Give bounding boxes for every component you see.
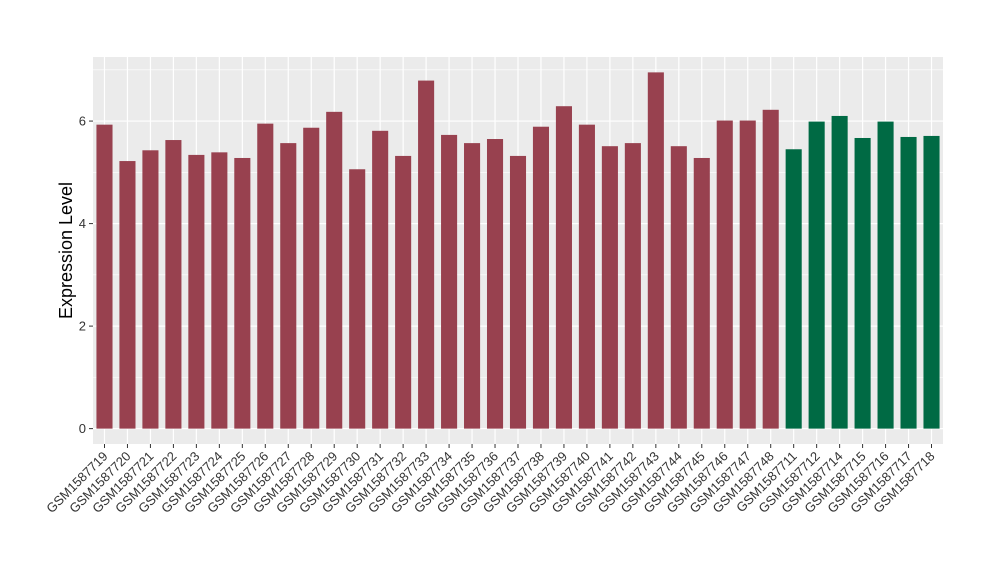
bar-GSM1587714 — [831, 115, 848, 429]
bar-GSM1587720 — [119, 161, 136, 429]
bar-GSM1587712 — [808, 121, 825, 429]
bar-GSM1587743 — [647, 72, 664, 429]
bar-GSM1587730 — [349, 169, 366, 429]
bar-GSM1587719 — [96, 124, 113, 429]
bar-GSM1587728 — [303, 127, 320, 429]
bar-GSM1587746 — [716, 120, 733, 429]
bar-GSM1587734 — [441, 134, 458, 429]
y-tick-label: 2 — [79, 319, 86, 334]
bar-GSM1587733 — [418, 80, 435, 429]
bar-GSM1587722 — [165, 140, 182, 429]
bar-GSM1587735 — [464, 143, 481, 429]
bar-GSM1587742 — [624, 143, 641, 429]
bar-GSM1587748 — [762, 109, 779, 429]
bar-GSM1587731 — [372, 130, 389, 429]
bar-GSM1587729 — [326, 111, 343, 429]
bar-GSM1587740 — [578, 124, 595, 429]
bars — [96, 72, 940, 429]
y-axis-title: Expression Level — [56, 182, 76, 319]
bar-GSM1587724 — [211, 152, 228, 429]
bar-GSM1587736 — [486, 139, 504, 429]
bar-GSM1587725 — [234, 157, 251, 429]
bar-GSM1587721 — [142, 150, 159, 429]
bar-GSM1587727 — [280, 143, 297, 429]
bar-GSM1587732 — [395, 155, 412, 429]
y-tick-label: 0 — [79, 421, 86, 436]
bar-GSM1587747 — [739, 120, 756, 429]
y-tick-label: 4 — [79, 216, 86, 231]
bar-GSM1587716 — [877, 121, 894, 429]
x-axis: GSM1587719GSM1587720GSM1587721GSM1587722… — [43, 444, 938, 516]
bar-GSM1587715 — [854, 137, 871, 429]
bar-GSM1587739 — [555, 106, 572, 429]
bar-GSM1587738 — [532, 126, 550, 429]
y-tick-label: 6 — [79, 114, 86, 129]
y-axis: 0 2 4 6 — [79, 114, 93, 436]
bar-GSM1587723 — [188, 154, 205, 429]
bar-GSM1587717 — [900, 136, 917, 429]
bar-GSM1587718 — [923, 135, 940, 429]
bar-GSM1587741 — [601, 146, 618, 429]
bar-GSM1587745 — [693, 157, 710, 429]
bar-GSM1587711 — [785, 149, 802, 429]
bar-GSM1587737 — [509, 155, 527, 429]
bar-GSM1587726 — [257, 123, 274, 429]
bar-GSM1587744 — [670, 146, 687, 429]
